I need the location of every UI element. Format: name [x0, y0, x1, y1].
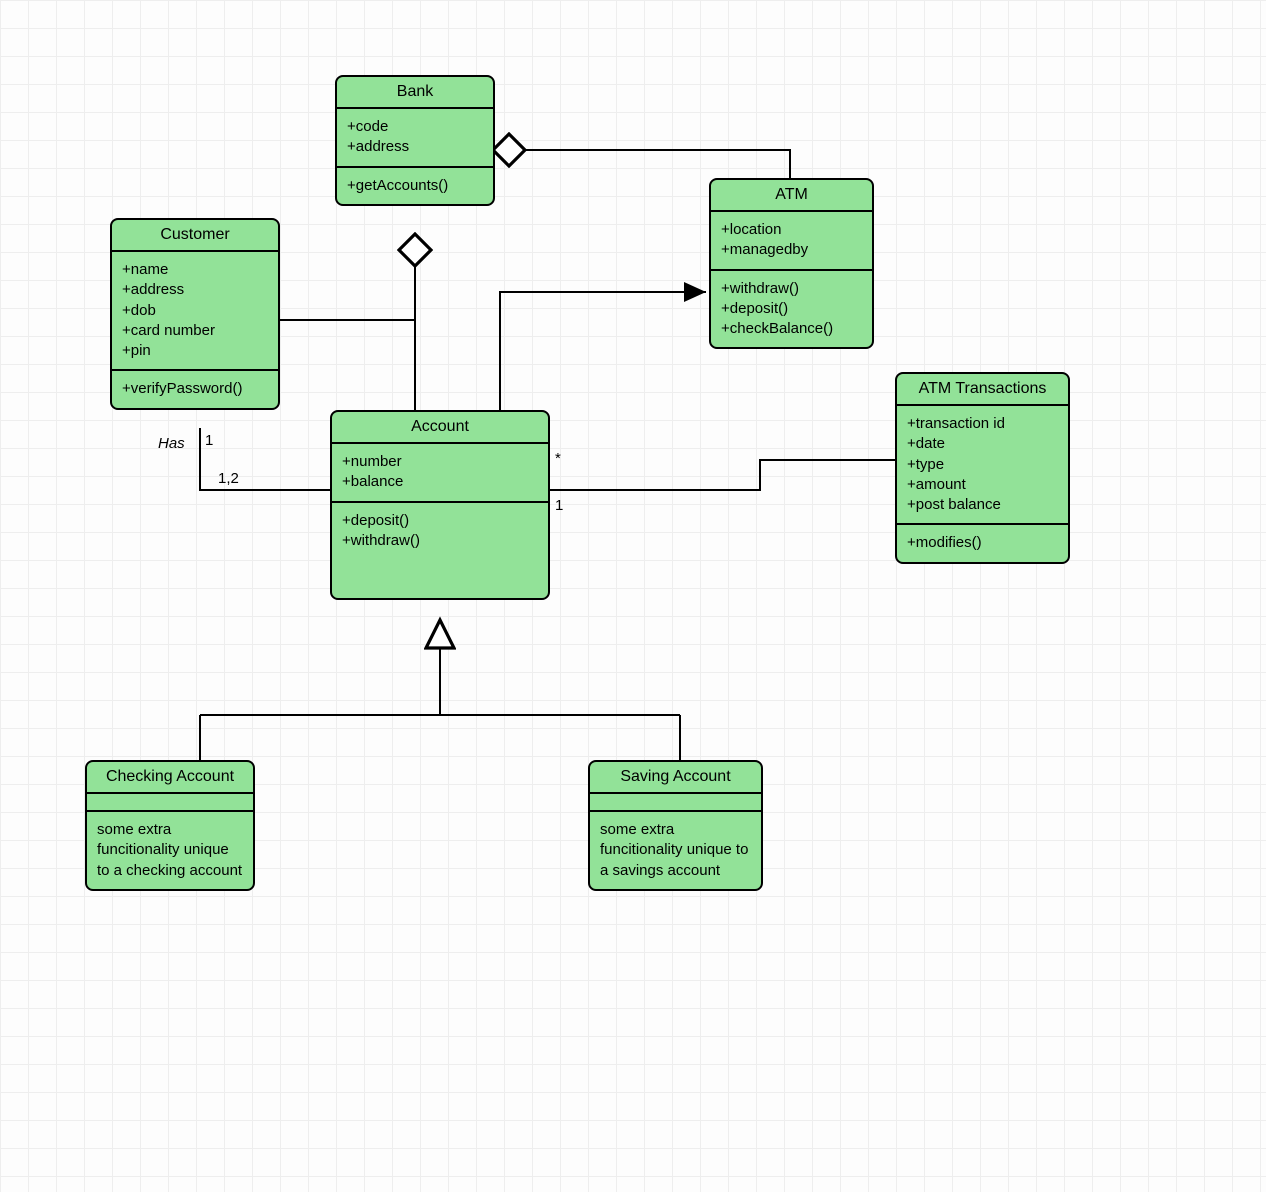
edge-account-atm: [500, 292, 706, 410]
class-title: ATM: [711, 180, 872, 212]
class-title: ATM Transactions: [897, 374, 1068, 406]
class-title: Account: [332, 412, 548, 444]
edge-label-star: *: [555, 450, 561, 467]
class-title: Saving Account: [590, 762, 761, 794]
class-title: Checking Account: [87, 762, 253, 794]
class-methods: +modifies(): [897, 525, 1068, 561]
class-bank[interactable]: Bank +code +address +getAccounts(): [335, 75, 495, 206]
class-atm[interactable]: ATM +location +managedby +withdraw() +de…: [709, 178, 874, 349]
edges-layer: [0, 0, 1266, 1192]
class-saving-account[interactable]: Saving Account some extra funcitionality…: [588, 760, 763, 891]
class-customer[interactable]: Customer +name +address +dob +card numbe…: [110, 218, 280, 410]
edge-label-1-2: 1,2: [218, 470, 239, 487]
edge-label-1a: 1: [205, 432, 213, 449]
class-methods: +withdraw() +deposit() +checkBalance(): [711, 271, 872, 348]
class-atm-transactions[interactable]: ATM Transactions +transaction id +date +…: [895, 372, 1070, 564]
edge-account-atmtrans: [550, 460, 895, 490]
edge-label-has: Has: [158, 435, 185, 452]
class-attributes: +transaction id +date +type +amount +pos…: [897, 406, 1068, 525]
class-attributes: +code +address: [337, 109, 493, 168]
class-checking-account[interactable]: Checking Account some extra funcitionali…: [85, 760, 255, 891]
class-attributes: [590, 794, 761, 812]
class-methods: +getAccounts(): [337, 168, 493, 204]
diagram-canvas: Has 1 1,2 * 1 Bank +code +address +getAc…: [0, 0, 1266, 1192]
class-attributes: +number +balance: [332, 444, 548, 503]
class-attributes: [87, 794, 253, 812]
class-methods: +verifyPassword(): [112, 371, 278, 407]
class-title: Customer: [112, 220, 278, 252]
class-attributes: +location +managedby: [711, 212, 872, 271]
class-account[interactable]: Account +number +balance +deposit() +wit…: [330, 410, 550, 600]
class-methods: some extra funcitionality unique to a sa…: [590, 812, 761, 889]
edge-label-1b: 1: [555, 497, 563, 514]
edge-bank-atm: [509, 150, 790, 178]
class-title: Bank: [337, 77, 493, 109]
class-attributes: +name +address +dob +card number +pin: [112, 252, 278, 371]
class-methods: +deposit() +withdraw(): [332, 503, 548, 599]
class-methods: some extra funcitionality unique to a ch…: [87, 812, 253, 889]
